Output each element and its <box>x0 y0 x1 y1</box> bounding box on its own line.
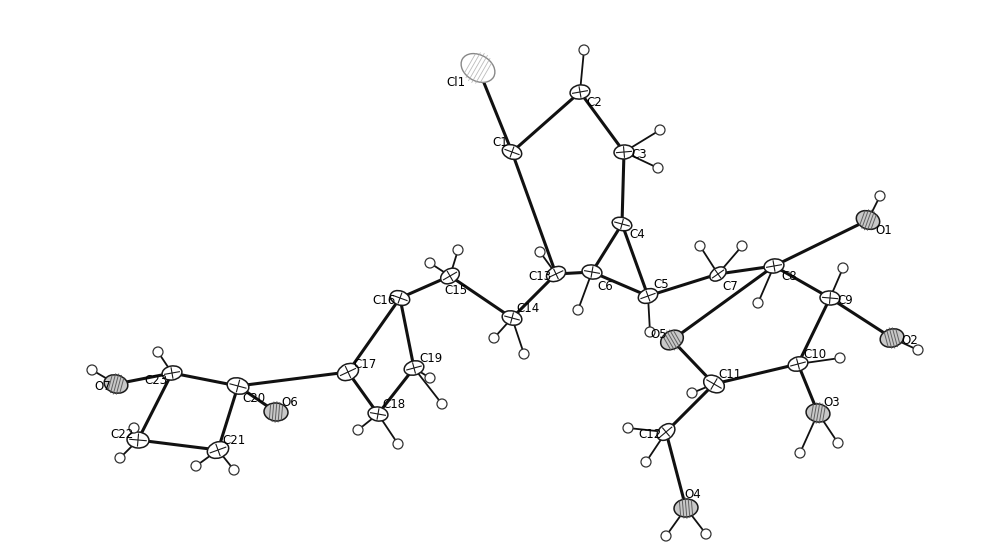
Ellipse shape <box>393 439 403 449</box>
Ellipse shape <box>127 432 149 448</box>
Ellipse shape <box>612 217 632 231</box>
Text: O7: O7 <box>94 379 111 393</box>
Ellipse shape <box>264 403 288 421</box>
Text: C15: C15 <box>444 283 467 296</box>
Ellipse shape <box>437 399 447 409</box>
Ellipse shape <box>687 388 697 398</box>
Text: C21: C21 <box>222 433 245 447</box>
Ellipse shape <box>838 263 848 273</box>
Text: O4: O4 <box>684 487 701 500</box>
Text: C7: C7 <box>722 279 738 293</box>
Ellipse shape <box>502 311 522 325</box>
Ellipse shape <box>207 442 229 458</box>
Ellipse shape <box>661 330 683 350</box>
Ellipse shape <box>641 457 651 467</box>
Ellipse shape <box>653 163 663 173</box>
Text: C16: C16 <box>372 294 395 306</box>
Text: C17: C17 <box>353 359 376 371</box>
Ellipse shape <box>661 531 671 541</box>
Text: C12: C12 <box>638 427 661 441</box>
Text: C18: C18 <box>382 398 405 410</box>
Text: C13: C13 <box>528 270 551 283</box>
Text: C8: C8 <box>781 270 797 283</box>
Text: C19: C19 <box>419 351 442 365</box>
Ellipse shape <box>404 361 424 375</box>
Text: O5: O5 <box>650 327 667 340</box>
Ellipse shape <box>579 45 589 55</box>
Ellipse shape <box>115 453 125 463</box>
Text: C9: C9 <box>837 294 853 306</box>
Ellipse shape <box>368 407 388 421</box>
Ellipse shape <box>788 357 808 371</box>
Ellipse shape <box>645 327 655 337</box>
Ellipse shape <box>701 529 711 539</box>
Ellipse shape <box>227 378 249 394</box>
Ellipse shape <box>764 259 784 273</box>
Ellipse shape <box>489 333 499 343</box>
Ellipse shape <box>913 345 923 355</box>
Ellipse shape <box>153 347 163 357</box>
Ellipse shape <box>737 241 747 251</box>
Ellipse shape <box>570 85 590 99</box>
Ellipse shape <box>425 373 435 383</box>
Text: O1: O1 <box>875 223 892 236</box>
Ellipse shape <box>835 353 845 363</box>
Ellipse shape <box>806 404 830 422</box>
Ellipse shape <box>674 499 698 517</box>
Ellipse shape <box>795 448 805 458</box>
Ellipse shape <box>820 291 840 305</box>
Text: C10: C10 <box>803 348 826 360</box>
Ellipse shape <box>337 364 359 381</box>
Ellipse shape <box>623 423 633 433</box>
Ellipse shape <box>425 258 435 268</box>
Ellipse shape <box>638 289 658 304</box>
Ellipse shape <box>657 424 675 441</box>
Ellipse shape <box>390 290 410 305</box>
Text: C23: C23 <box>144 373 167 387</box>
Ellipse shape <box>655 125 665 135</box>
Ellipse shape <box>582 265 602 279</box>
Text: C4: C4 <box>629 228 645 240</box>
Ellipse shape <box>453 245 463 255</box>
Ellipse shape <box>704 375 724 393</box>
Ellipse shape <box>573 305 583 315</box>
Text: C20: C20 <box>242 393 265 405</box>
Text: C5: C5 <box>653 278 669 290</box>
Ellipse shape <box>162 366 182 380</box>
Ellipse shape <box>353 425 363 435</box>
Ellipse shape <box>833 438 843 448</box>
Text: C14: C14 <box>516 301 539 315</box>
Ellipse shape <box>695 241 705 251</box>
Ellipse shape <box>441 268 459 284</box>
Ellipse shape <box>461 53 495 82</box>
Ellipse shape <box>535 247 545 257</box>
Ellipse shape <box>502 145 522 160</box>
Text: C1: C1 <box>492 135 508 149</box>
Text: O3: O3 <box>823 397 840 410</box>
Text: C11: C11 <box>718 367 741 381</box>
Ellipse shape <box>875 191 885 201</box>
Ellipse shape <box>104 375 128 393</box>
Ellipse shape <box>129 423 139 433</box>
Ellipse shape <box>614 145 634 159</box>
Ellipse shape <box>880 329 904 347</box>
Ellipse shape <box>546 266 566 282</box>
Text: C2: C2 <box>586 96 602 108</box>
Ellipse shape <box>753 298 763 308</box>
Text: Cl1: Cl1 <box>446 75 465 89</box>
Ellipse shape <box>87 365 97 375</box>
Ellipse shape <box>229 465 239 475</box>
Text: O2: O2 <box>901 333 918 346</box>
Text: O6: O6 <box>281 395 298 409</box>
Text: C3: C3 <box>631 147 647 161</box>
Ellipse shape <box>191 461 201 471</box>
Ellipse shape <box>856 211 880 229</box>
Text: C22: C22 <box>110 428 133 442</box>
Text: C6: C6 <box>597 279 613 293</box>
Ellipse shape <box>519 349 529 359</box>
Ellipse shape <box>710 267 726 281</box>
